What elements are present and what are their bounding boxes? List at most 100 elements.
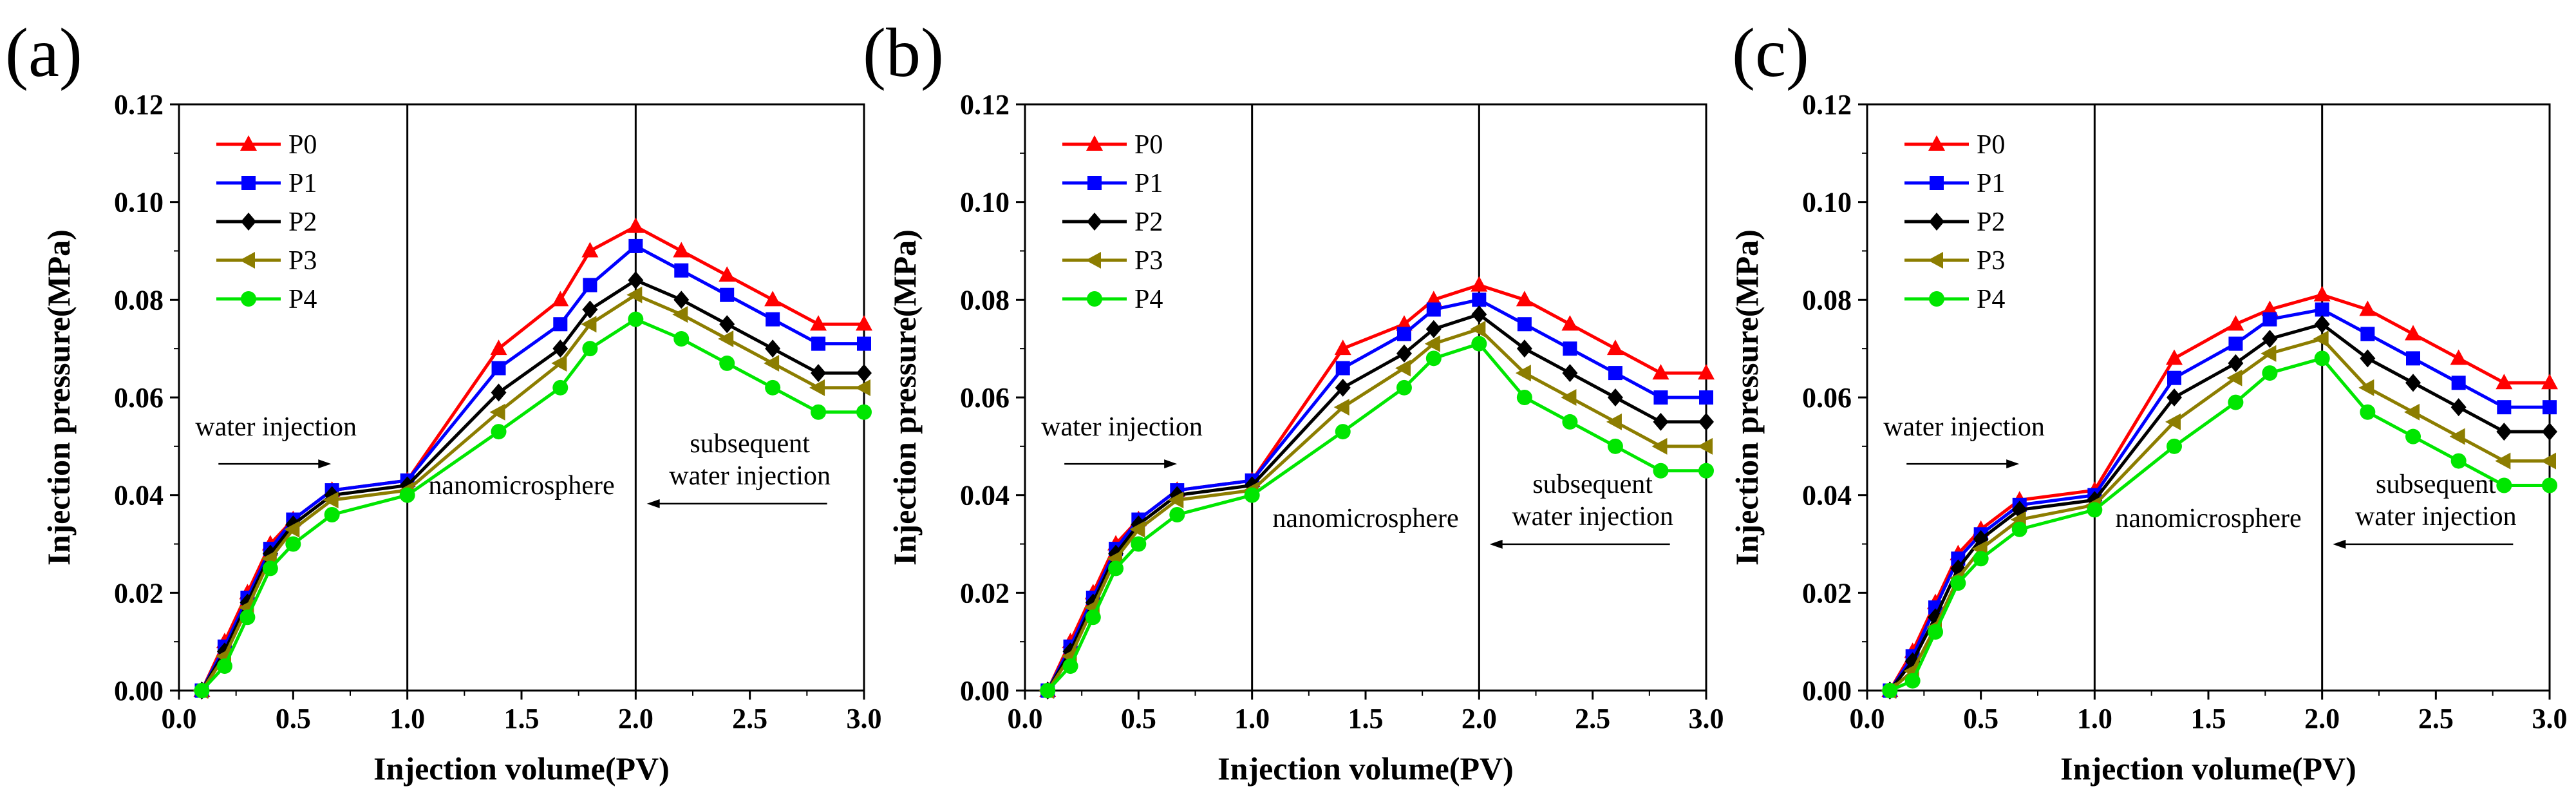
- series-line: [200, 317, 864, 692]
- data-point: [2496, 477, 2512, 493]
- data-point: [1950, 575, 1966, 591]
- x-tick-label: 3.0: [847, 703, 882, 734]
- x-tick-label: 2.0: [2304, 703, 2340, 734]
- data-point: [1561, 389, 1577, 406]
- y-tick-label: 0.10: [1802, 187, 1852, 218]
- data-point: [1699, 390, 1713, 405]
- legend-label: P0: [1977, 130, 2005, 160]
- data-point: [765, 379, 781, 396]
- x-tick-label: 0.5: [1121, 703, 1156, 734]
- data-point: [2360, 404, 2376, 420]
- legend-label: P3: [1134, 246, 1163, 276]
- data-point: [399, 487, 415, 503]
- plot-frame: [1024, 103, 1707, 692]
- data-point: [2495, 452, 2511, 470]
- data-point: [1131, 536, 1147, 552]
- data-point: [1425, 320, 1442, 338]
- legend-marker: [1928, 252, 1943, 269]
- data-point: [1651, 437, 1668, 455]
- data-point: [1396, 344, 1412, 363]
- annotation-arrowhead: [646, 499, 660, 508]
- data-point: [720, 287, 735, 302]
- series-line: [1888, 337, 2550, 692]
- y-tick-label: 0.06: [114, 382, 164, 414]
- data-point: [2496, 374, 2513, 390]
- data-point: [2406, 351, 2420, 366]
- data-point: [490, 339, 507, 356]
- data-point: [855, 379, 870, 396]
- data-point: [1062, 658, 1078, 674]
- data-point: [2167, 388, 2182, 406]
- series-line: [1046, 283, 1706, 692]
- data-point: [628, 271, 644, 289]
- data-point: [764, 354, 780, 372]
- data-point: [1470, 320, 1486, 338]
- series-line: [1889, 356, 2550, 692]
- data-point: [1244, 487, 1260, 503]
- legend-label: P1: [1134, 169, 1163, 198]
- chart-panel-3: (c) 0.0 0.5 1.0 1.5 2.0 2.5 3.0 0.00 0.02 0.04 0.06…: [1729, 15, 2568, 787]
- data-point: [2405, 374, 2421, 392]
- series-p2: [1882, 315, 2557, 700]
- data-point: [2450, 398, 2467, 417]
- data-point: [1472, 292, 1487, 307]
- data-point: [809, 379, 825, 396]
- series-line: [1046, 312, 1706, 692]
- x-tick-label: 1.0: [2077, 703, 2112, 734]
- data-point: [1516, 339, 1532, 358]
- data-point: [2405, 325, 2421, 341]
- legend-marker: [1086, 252, 1101, 269]
- data-point: [2313, 330, 2329, 347]
- x-tick-label: 0.0: [1850, 703, 1885, 734]
- data-point: [811, 336, 826, 351]
- data-point: [1608, 366, 1622, 381]
- legend-marker: [240, 135, 257, 151]
- data-point: [1653, 463, 1669, 479]
- series-line: [1888, 307, 2550, 692]
- data-point: [1169, 507, 1185, 522]
- data-point: [2450, 453, 2467, 469]
- data-point: [1562, 414, 1578, 430]
- data-point: [1396, 379, 1412, 396]
- data-point: [2228, 336, 2243, 351]
- data-point: [764, 291, 782, 307]
- data-point: [2261, 300, 2279, 316]
- data-point: [1395, 315, 1413, 331]
- data-point: [2226, 369, 2242, 387]
- data-point: [766, 312, 780, 327]
- annotation-nanomicrosphere: nanomicrosphere: [2115, 504, 2301, 533]
- data-point: [2496, 423, 2512, 441]
- series-p2: [1040, 305, 1714, 700]
- x-tick-label: 3.0: [1689, 703, 1724, 734]
- data-point: [583, 278, 597, 292]
- legend-label: P3: [1977, 246, 2005, 276]
- data-point: [2543, 400, 2557, 415]
- data-point: [1698, 463, 1714, 479]
- x-tick-label: 1.0: [390, 703, 425, 734]
- data-point: [2167, 438, 2182, 454]
- data-point: [552, 379, 569, 396]
- data-point: [857, 336, 871, 351]
- data-point: [856, 315, 872, 331]
- data-point: [719, 355, 735, 371]
- data-point: [2314, 315, 2330, 334]
- data-point: [2450, 349, 2467, 365]
- x-tick-label: 3.0: [2532, 703, 2568, 734]
- data-point: [810, 315, 827, 331]
- legend-marker: [1928, 135, 1945, 151]
- data-point: [1515, 365, 1531, 382]
- x-tick-label: 1.0: [1234, 703, 1270, 734]
- y-tick-label: 0.00: [114, 675, 164, 707]
- y-tick-label: 0.08: [1802, 284, 1852, 316]
- y-tick-label: 0.12: [1802, 89, 1852, 120]
- legend-label: P4: [1134, 285, 1163, 314]
- chart-panel-2: (b) 0.0 0.5 1.0 1.5 2.0 2.5 3.0 0.00 0.02 0.04 0.06…: [863, 15, 1724, 787]
- data-point: [2405, 428, 2421, 444]
- data-point: [581, 316, 597, 333]
- data-point: [1652, 364, 1669, 380]
- legend-marker: [1930, 176, 1944, 190]
- x-tick-label: 2.5: [1575, 703, 1610, 734]
- data-point: [1335, 424, 1351, 440]
- data-point: [1425, 350, 1442, 367]
- legend-label: P3: [288, 246, 317, 276]
